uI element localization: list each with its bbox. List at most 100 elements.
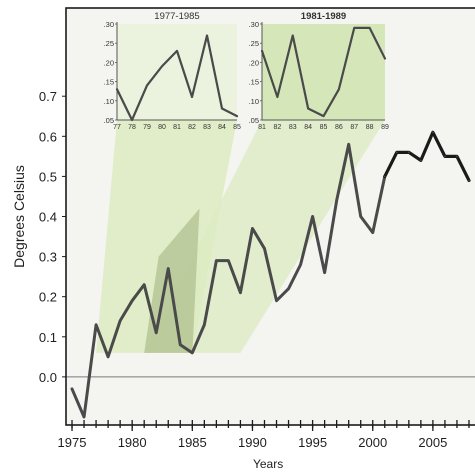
data-point-1989 xyxy=(239,291,242,294)
inset-data-point-1984 xyxy=(307,107,309,110)
inset-chart-1977-1985: .05 .10 .15 .20 .25 .30 77 78 79 80 81 82 83 84 85 1977… xyxy=(104,11,241,131)
inset-x-tick-label: 79 xyxy=(143,124,151,131)
inset-x-tick-label: 88 xyxy=(366,124,374,131)
y-tick-label: 0.4 xyxy=(39,210,57,225)
inset-data-point-1982 xyxy=(191,96,193,98)
data-point-1996 xyxy=(323,271,326,274)
inset-y-tick-label: .20 xyxy=(104,58,114,67)
x-tick-label: 1995 xyxy=(298,435,327,450)
data-point-2002 xyxy=(396,151,398,154)
data-point-1991 xyxy=(263,247,266,250)
y-tick-label: 0.6 xyxy=(39,129,57,144)
y-tick-label: 0.2 xyxy=(39,290,57,305)
data-point-1993 xyxy=(287,287,290,290)
inset-x-tick-label: 83 xyxy=(289,124,297,131)
data-point-1977 xyxy=(95,323,97,326)
inset-y-tick-label: .25 xyxy=(104,39,114,48)
data-point-1999 xyxy=(359,215,362,218)
data-point-2005 xyxy=(432,131,434,134)
inset-x-tick-label: 78 xyxy=(128,124,136,131)
y-tick-label: 0.1 xyxy=(39,330,57,345)
inset-x-tick-label: 82 xyxy=(188,124,196,131)
inset-y-tick-label: .30 xyxy=(249,20,259,29)
inset-data-point-1979 xyxy=(146,84,148,87)
inset-background xyxy=(262,24,385,120)
highlight-band-1981-1989 xyxy=(144,120,385,353)
inset-x-tick-label: 85 xyxy=(320,124,328,131)
data-point-1985 xyxy=(191,352,194,354)
data-point-1983 xyxy=(167,267,170,270)
highlight-bands xyxy=(96,120,385,353)
x-tick-label: 2000 xyxy=(358,435,387,450)
inset-x-tick-label: 83 xyxy=(203,124,211,131)
inset-x-tick-label: 82 xyxy=(273,124,281,131)
y-axis-label: Degrees Celsius xyxy=(11,165,27,268)
data-point-2007 xyxy=(456,155,458,158)
inset-y-tick-label: .05 xyxy=(104,116,114,125)
inset-x-tick-label: 84 xyxy=(304,124,312,131)
x-axis: 1975 1980 1985 1990 1995 2000 2005 xyxy=(58,420,470,450)
inset-title: 1981-1989 xyxy=(301,11,346,22)
data-point-1984 xyxy=(179,344,182,346)
data-point-1979 xyxy=(119,319,121,322)
inset-x-tick-label: 89 xyxy=(381,124,389,131)
data-point-1975 xyxy=(71,388,73,390)
x-tick-label: 1980 xyxy=(118,435,147,450)
inset-data-point-1981 xyxy=(261,50,263,52)
inset-background xyxy=(117,24,237,120)
data-point-2008 xyxy=(468,179,470,182)
y-axis: 0.0 0.1 0.2 0.3 0.4 0.5 0.6 0.7 xyxy=(39,89,66,385)
data-point-1994 xyxy=(299,263,302,266)
y-tick-label: 0.0 xyxy=(39,370,57,385)
inset-data-point-1982 xyxy=(276,96,279,98)
y-tick-label: 0.3 xyxy=(39,250,57,265)
x-tick-label: 1985 xyxy=(178,435,207,450)
data-point-2000 xyxy=(371,231,374,234)
inset-y-tick-label: .10 xyxy=(104,97,114,106)
inset-data-point-1985 xyxy=(236,115,238,117)
inset-data-point-1980 xyxy=(161,65,163,67)
x-tick-label: 2005 xyxy=(418,435,447,450)
inset-y-tick-label: .10 xyxy=(249,97,259,106)
inset-data-point-1985 xyxy=(322,115,325,117)
x-tick-label: 1990 xyxy=(238,435,267,450)
main-series xyxy=(70,130,471,419)
inset-data-point-1989 xyxy=(384,57,386,60)
inset-y-tick-label: .05 xyxy=(249,116,259,125)
y-tick-label: 0.7 xyxy=(39,89,57,104)
data-point-1982 xyxy=(155,331,158,334)
y-tick-label: 0.5 xyxy=(39,169,57,184)
inset-x-tick-label: 86 xyxy=(335,124,343,131)
inset-title: 1977-1985 xyxy=(154,11,199,22)
data-point-1992 xyxy=(275,299,278,302)
data-point-1995 xyxy=(311,215,314,218)
inset-y-tick-label: .20 xyxy=(249,58,259,67)
inset-y-tick-label: .30 xyxy=(104,20,114,29)
inset-data-point-1983 xyxy=(292,34,294,37)
inset-data-point-1983 xyxy=(206,34,208,37)
inset-x-tick-label: 80 xyxy=(158,124,166,131)
data-point-1998 xyxy=(347,143,350,146)
inset-x-tick-label: 84 xyxy=(218,124,226,131)
x-tick-label: 1975 xyxy=(58,435,87,450)
data-point-1978 xyxy=(107,356,109,358)
inset-data-point-1987 xyxy=(353,27,355,29)
inset-y-tick-label: .25 xyxy=(249,39,259,48)
series-line-2001-2008 xyxy=(383,130,471,183)
data-point-1976 xyxy=(83,416,85,418)
inset-x-tick-label: 77 xyxy=(113,124,121,131)
data-point-2001 xyxy=(383,175,386,178)
inset-y-tick-label: .15 xyxy=(104,78,114,87)
inset-data-point-1988 xyxy=(368,27,371,29)
inset-chart-1981-1989: .05 .10 .15 .20 .25 .30 81 82 83 84 85 86 87 88 89 1981… xyxy=(249,11,389,131)
inset-x-tick-label: 87 xyxy=(350,124,358,131)
inset-data-point-1984 xyxy=(221,107,223,110)
inset-x-tick-label: 81 xyxy=(173,124,181,131)
data-point-1986 xyxy=(203,323,206,326)
data-point-1997 xyxy=(335,199,338,202)
data-point-1981 xyxy=(143,283,145,286)
inset-y-tick-label: .15 xyxy=(249,78,259,87)
inset-data-point-1978 xyxy=(131,119,133,121)
inset-data-point-1981 xyxy=(176,50,178,52)
